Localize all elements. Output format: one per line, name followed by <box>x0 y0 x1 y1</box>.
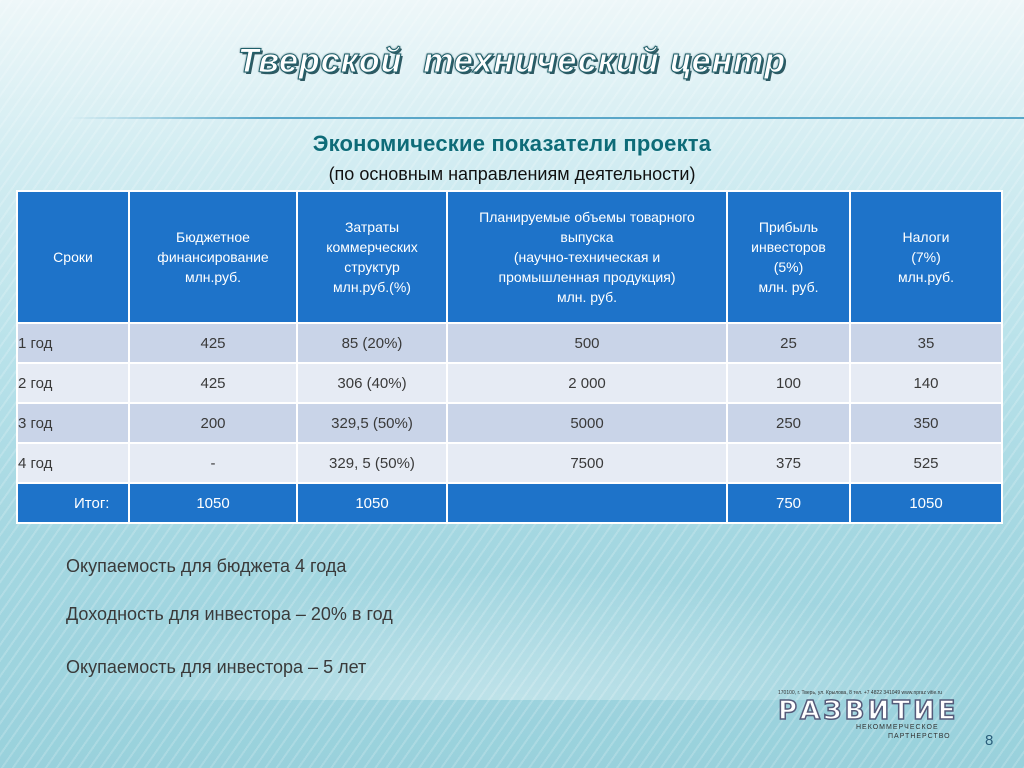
table-cell: 329, 5 (50%) <box>296 442 448 484</box>
header-cell-period: Сроки <box>16 190 130 324</box>
table-cell: 306 (40%) <box>296 362 448 404</box>
logo-subline: НЕКОММЕРЧЕСКОЕ <box>856 724 939 731</box>
header-text: Бюджетное <box>176 229 250 245</box>
header-text: промышленная продукция) <box>498 269 676 285</box>
table-cell: 140 <box>849 362 1003 404</box>
table-cell: 3 год <box>16 402 130 444</box>
table-cell: 1050 <box>128 482 298 524</box>
razvitie-logo: 170100, г. Тверь, ул. Крылова, 8 тел. +7… <box>770 690 970 742</box>
header-text: млн.руб.(%) <box>333 279 411 295</box>
table-cell: 750 <box>726 482 851 524</box>
header-text: выпуска <box>560 229 614 245</box>
header-text: инвесторов <box>751 239 826 255</box>
header-cell-budget: Бюджетное финансирование млн.руб. <box>128 190 298 324</box>
header-text: млн.руб. <box>897 269 955 285</box>
table-cell: 2 год <box>16 362 130 404</box>
header-text: структур <box>344 259 400 275</box>
header-text: финансирование <box>157 249 269 265</box>
background-wave <box>0 560 1024 700</box>
table-cell: 2 000 <box>446 362 728 404</box>
table-cell: 1 год <box>16 322 130 364</box>
table-row: 3 год 200 329,5 (50%) 5000 250 350 <box>16 402 1003 444</box>
table-cell: 4 год <box>16 442 130 484</box>
table-cell: - <box>128 442 298 484</box>
table-total-row: Итог: 1050 1050 750 1050 <box>16 482 1003 524</box>
header-text: коммерческих <box>326 239 418 255</box>
slide-title: Тверской технический центр <box>237 42 787 81</box>
table-cell: 375 <box>726 442 851 484</box>
header-text: Налоги <box>902 229 950 245</box>
table-cell: 35 <box>849 322 1003 364</box>
table-header-row: Сроки Бюджетное финансирование млн.руб. … <box>16 190 1003 324</box>
table-cell: 500 <box>446 322 728 364</box>
table-cell: 100 <box>726 362 851 404</box>
slide-subtitle: Экономические показатели проекта <box>312 131 712 156</box>
table-cell: 5000 <box>446 402 728 444</box>
table-cell: 1050 <box>296 482 448 524</box>
header-text: (7%) <box>911 249 941 265</box>
title-divider <box>68 117 1024 119</box>
table-row: 1 год 425 85 (20%) 500 25 35 <box>16 322 1003 364</box>
header-text: Сроки <box>53 249 93 265</box>
header-cell-taxes: Налоги (7%) млн.руб. <box>849 190 1003 324</box>
logo-address: 170100, г. Тверь, ул. Крылова, 8 тел. +7… <box>778 690 943 696</box>
footnote-budget-payback: Окупаемость для бюджета 4 года <box>66 556 347 576</box>
slide-subnote: (по основным направлениям деятельности) <box>328 164 696 184</box>
table-cell: 525 <box>849 442 1003 484</box>
table-cell: 85 (20%) <box>296 322 448 364</box>
table-cell: 1050 <box>849 482 1003 524</box>
table-cell: 350 <box>849 402 1003 444</box>
footnote-investor-yield: Доходность для инвестора – 20% в год <box>66 604 393 624</box>
table-cell: 200 <box>128 402 298 444</box>
logo-wordmark: РАЗВИТИЕ <box>777 695 959 727</box>
table-cell: 7500 <box>446 442 728 484</box>
header-cell-output: Планируемые объемы товарного выпуска (на… <box>446 190 728 324</box>
page-number: 8 <box>985 732 994 749</box>
indicators-table: Сроки Бюджетное финансирование млн.руб. … <box>16 190 1003 524</box>
header-text: (5%) <box>773 259 804 275</box>
table-cell: 25 <box>726 322 851 364</box>
table-cell: 425 <box>128 322 298 364</box>
header-text: Прибыль <box>758 219 819 235</box>
table-cell <box>446 482 728 524</box>
table-row: 2 год 425 306 (40%) 2 000 100 140 <box>16 362 1003 404</box>
header-cell-commercial: Затраты коммерческих структур млн.руб.(%… <box>296 190 448 324</box>
header-text: (научно-техническая и <box>513 249 661 265</box>
header-text: млн. руб. <box>557 289 617 305</box>
footnote-investor-payback: Окупаемость для инвестора – 5 лет <box>66 657 367 677</box>
logo-subline: ПАРТНЕРСТВО <box>888 733 951 740</box>
header-text: Планируемые объемы товарного <box>479 209 695 225</box>
header-text: Затраты <box>344 219 400 235</box>
header-cell-profit: Прибыль инвесторов (5%) млн. руб. <box>726 190 851 324</box>
header-text: млн. руб. <box>758 279 819 295</box>
table-cell: Итог: <box>16 482 130 524</box>
table-cell: 425 <box>128 362 298 404</box>
table-cell: 329,5 (50%) <box>296 402 448 444</box>
header-text: млн.руб. <box>184 269 242 285</box>
table-cell: 250 <box>726 402 851 444</box>
table-row: 4 год - 329, 5 (50%) 7500 375 525 <box>16 442 1003 484</box>
